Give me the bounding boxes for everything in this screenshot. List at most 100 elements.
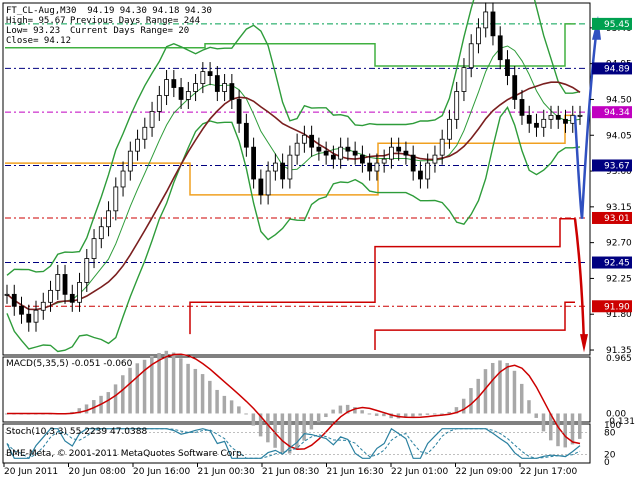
price-tick-label: 94.05 bbox=[606, 131, 632, 141]
macd-bar bbox=[338, 405, 343, 414]
time-tick-label: 20 Jun 16:00 bbox=[133, 467, 190, 477]
candle-body bbox=[454, 91, 460, 120]
candle-body bbox=[447, 118, 452, 140]
candle-body bbox=[287, 154, 293, 180]
macd-bar bbox=[302, 413, 306, 441]
price-tag-label: 93.01 bbox=[604, 214, 630, 224]
candle-body bbox=[497, 35, 503, 61]
candle-body bbox=[19, 305, 24, 315]
macd-bar bbox=[360, 410, 364, 414]
macd-bar bbox=[164, 350, 169, 414]
time-tick-label: 21 Jun 08:30 bbox=[262, 467, 319, 477]
low-line: Low= 93.23 bbox=[6, 26, 61, 36]
macd-bar bbox=[113, 384, 118, 414]
macd-bar bbox=[483, 369, 488, 414]
price-tag-bg bbox=[592, 62, 632, 75]
macd-signal-line bbox=[7, 353, 581, 450]
macd-bar bbox=[215, 389, 219, 414]
candle-body bbox=[345, 146, 351, 152]
price-tag-bg bbox=[592, 300, 632, 313]
candle-body bbox=[505, 59, 510, 76]
candle-body bbox=[352, 150, 358, 156]
stoch-signal-line bbox=[6, 428, 581, 459]
macd-bar bbox=[461, 398, 466, 414]
bollinger-upper bbox=[6, 0, 581, 276]
candle-body bbox=[338, 146, 344, 160]
price-tag-label: 92.45 bbox=[604, 259, 630, 269]
macd-bar bbox=[142, 359, 147, 414]
macd-bar bbox=[266, 413, 270, 443]
candle-body bbox=[323, 150, 329, 156]
macd-bar bbox=[476, 378, 480, 414]
price-tick-label: 92.70 bbox=[606, 239, 632, 249]
candle-body bbox=[577, 114, 583, 117]
candle-body bbox=[11, 293, 17, 307]
candle-body bbox=[403, 150, 409, 156]
candle-body bbox=[91, 238, 97, 259]
macd-bar bbox=[440, 413, 444, 415]
candle-body bbox=[519, 99, 525, 116]
macd-bar bbox=[280, 413, 285, 453]
macd-bar bbox=[556, 413, 560, 447]
macd-bar bbox=[411, 413, 415, 417]
candle-body bbox=[432, 154, 438, 164]
time-tick-label: 21 Jun 16:30 bbox=[327, 467, 384, 477]
candle-body bbox=[236, 99, 242, 124]
candle-body bbox=[164, 79, 169, 96]
candle-body bbox=[69, 293, 75, 303]
candle-body bbox=[229, 83, 235, 100]
candle-body bbox=[294, 142, 300, 156]
candle-body bbox=[207, 71, 213, 76]
candle-body bbox=[120, 170, 126, 188]
price-tag-label: 94.89 bbox=[604, 64, 630, 74]
macd-bar bbox=[316, 413, 321, 423]
candle-body bbox=[381, 158, 387, 164]
bollinger-middle bbox=[6, 45, 581, 311]
macd-bar bbox=[106, 392, 111, 414]
candle-body bbox=[106, 210, 111, 228]
macd-bar bbox=[324, 413, 328, 418]
candle-body bbox=[40, 301, 46, 311]
macd-tick-label: -0.131 bbox=[606, 417, 635, 427]
candle-body bbox=[461, 67, 467, 92]
time-tick-label: 20 Jun 08:00 bbox=[69, 467, 126, 477]
candle-body bbox=[55, 274, 61, 291]
macd-bar bbox=[563, 413, 567, 448]
macd-bar bbox=[403, 413, 408, 418]
macd-bar bbox=[382, 413, 386, 417]
candle-body bbox=[367, 162, 373, 172]
candle-body bbox=[4, 293, 10, 296]
price-tag-bg bbox=[592, 211, 632, 224]
bollinger-lower bbox=[6, 106, 581, 353]
candle-body bbox=[418, 170, 423, 180]
macd-bar bbox=[208, 380, 212, 414]
macd-bar bbox=[84, 404, 89, 414]
candle-body bbox=[476, 27, 481, 45]
macd-bar bbox=[150, 356, 154, 414]
price-tag-label: 95.45 bbox=[604, 20, 630, 30]
macd-tick-label: 0.965 bbox=[606, 354, 632, 364]
stoch-title: Stoch(10,3,3) 55.2239 47.0388 bbox=[6, 427, 148, 437]
macd-bar bbox=[229, 400, 234, 414]
macd-bar bbox=[128, 367, 132, 414]
macd-bar bbox=[258, 413, 263, 437]
candle-body bbox=[534, 122, 539, 128]
price-tick-label: 94.50 bbox=[606, 95, 632, 105]
time-tick-label: 22 Jun 01:00 bbox=[391, 467, 448, 477]
macd-bar bbox=[200, 374, 205, 414]
close-line: Close= 94.12 bbox=[6, 36, 72, 46]
candle-body bbox=[62, 274, 68, 295]
candle-body bbox=[360, 154, 365, 164]
candle-body bbox=[185, 91, 191, 100]
resistance-line bbox=[5, 23, 575, 67]
macd-bar bbox=[498, 360, 502, 414]
candle-body bbox=[77, 282, 82, 303]
macd-bar bbox=[222, 395, 227, 414]
price-panel bbox=[2, 2, 591, 356]
macd-bar bbox=[527, 400, 531, 414]
macd-bar bbox=[389, 413, 393, 419]
price-tick-label: 91.80 bbox=[606, 310, 632, 320]
macd-bar bbox=[157, 353, 161, 414]
candle-body bbox=[84, 258, 90, 283]
price-tick-label: 92.25 bbox=[606, 274, 632, 284]
